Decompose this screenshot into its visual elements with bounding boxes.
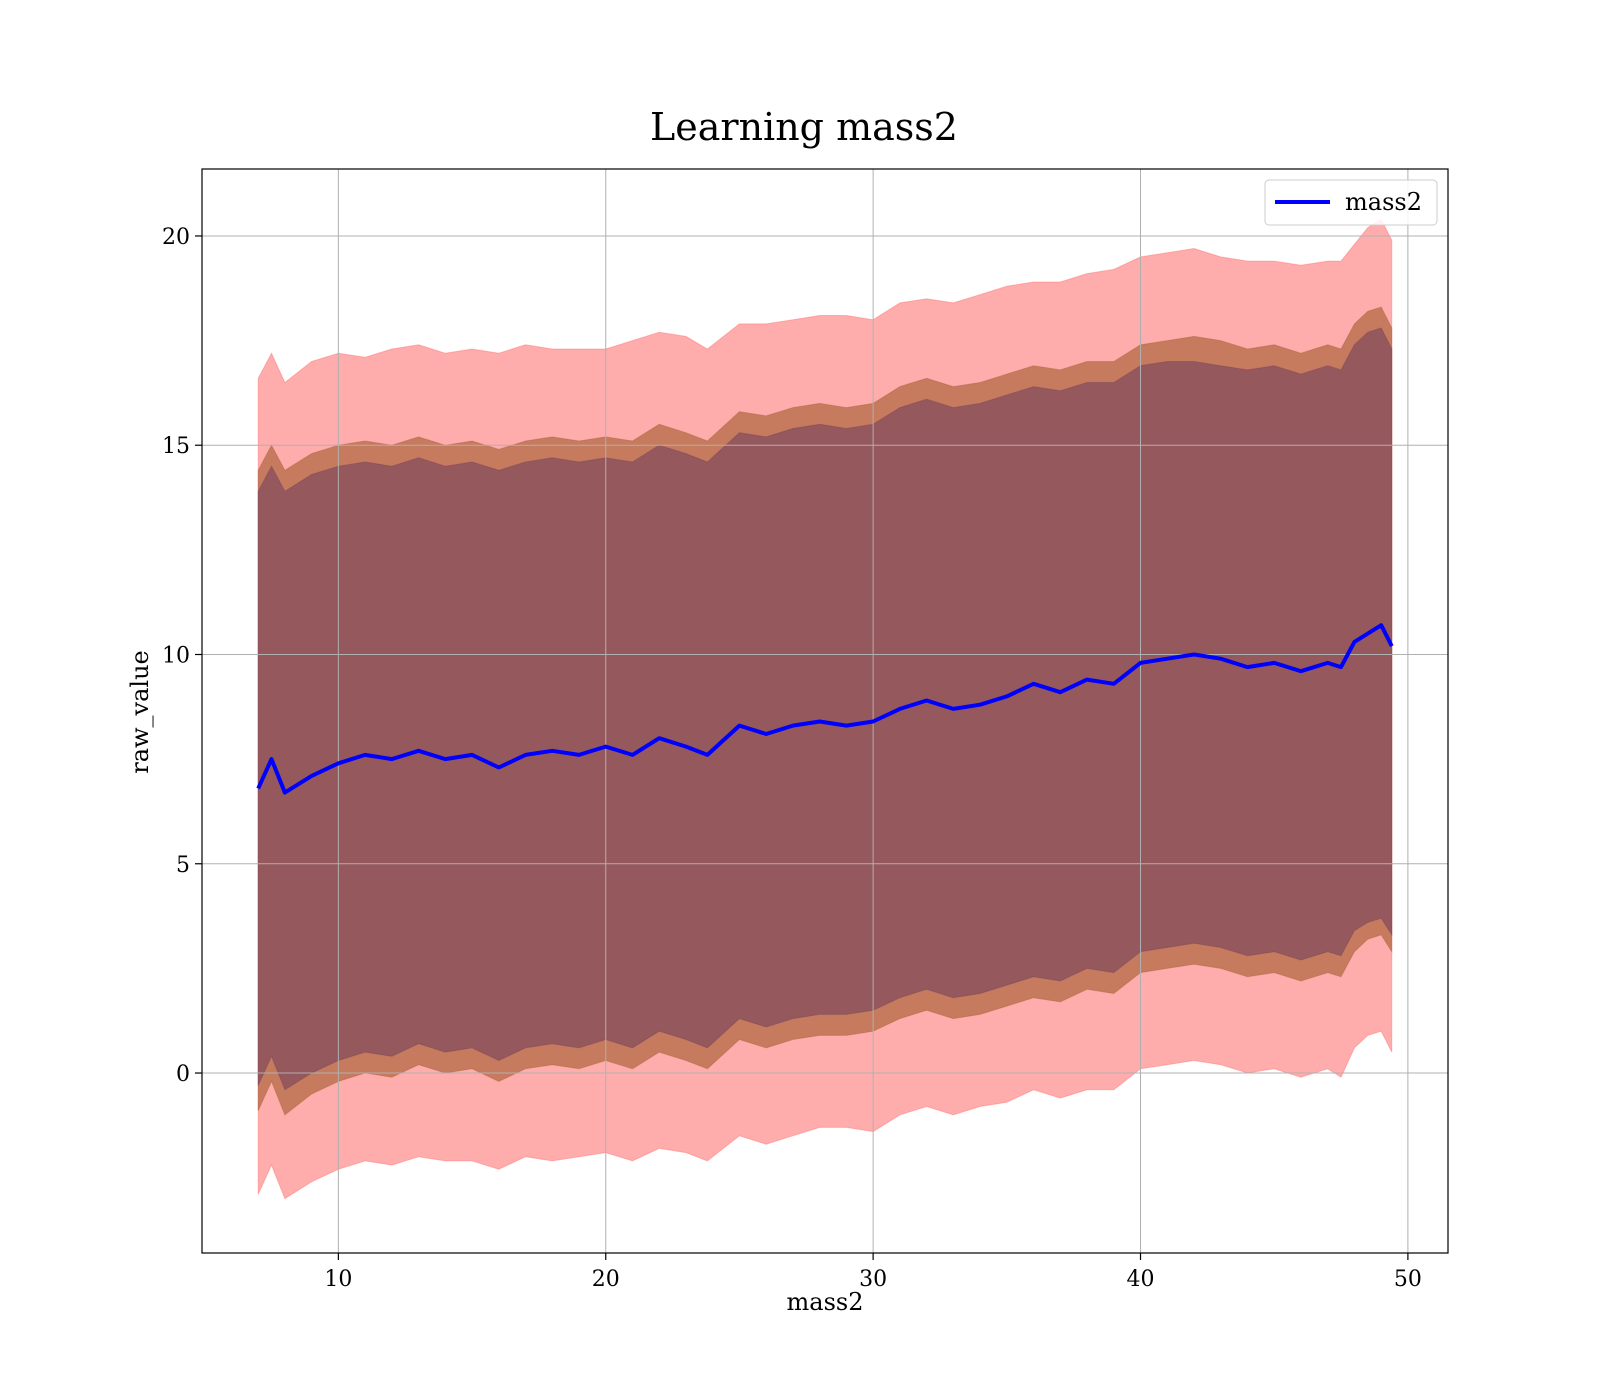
x-tick-label: 20 — [592, 1267, 620, 1292]
x-axis-ticks: 10 20 30 40 50 — [324, 1253, 1422, 1292]
legend-box — [1264, 179, 1438, 226]
plot-frame — [201, 168, 1449, 1254]
grid-lines — [202, 169, 1448, 1253]
legend-label-mass2: mass2 — [1345, 188, 1422, 216]
y-tick-label: 0 — [176, 1062, 190, 1087]
y-axis-label: raw_value — [126, 650, 154, 774]
x-axis-label: mass2 — [787, 1288, 864, 1316]
chart-title: Learning mass2 — [650, 105, 958, 149]
y-tick-label: 5 — [176, 853, 190, 878]
y-tick-label: 15 — [162, 434, 190, 459]
y-tick-label: 10 — [162, 643, 190, 668]
inner-band — [257, 327, 1393, 1091]
x-tick-label: 40 — [1127, 1267, 1155, 1292]
confidence-bands — [257, 218, 1393, 1200]
mean-line-group — [256, 623, 1394, 795]
plot-area — [201, 168, 1449, 1254]
x-tick-label: 30 — [859, 1267, 887, 1292]
series-line-mass2 — [256, 623, 1394, 795]
legend: mass2 — [1264, 179, 1438, 226]
x-tick-label: 50 — [1394, 1267, 1422, 1292]
x-tick-label: 10 — [324, 1267, 352, 1292]
y-axis-ticks: 0 5 10 15 20 — [162, 225, 202, 1087]
y-tick-label: 20 — [162, 225, 190, 250]
